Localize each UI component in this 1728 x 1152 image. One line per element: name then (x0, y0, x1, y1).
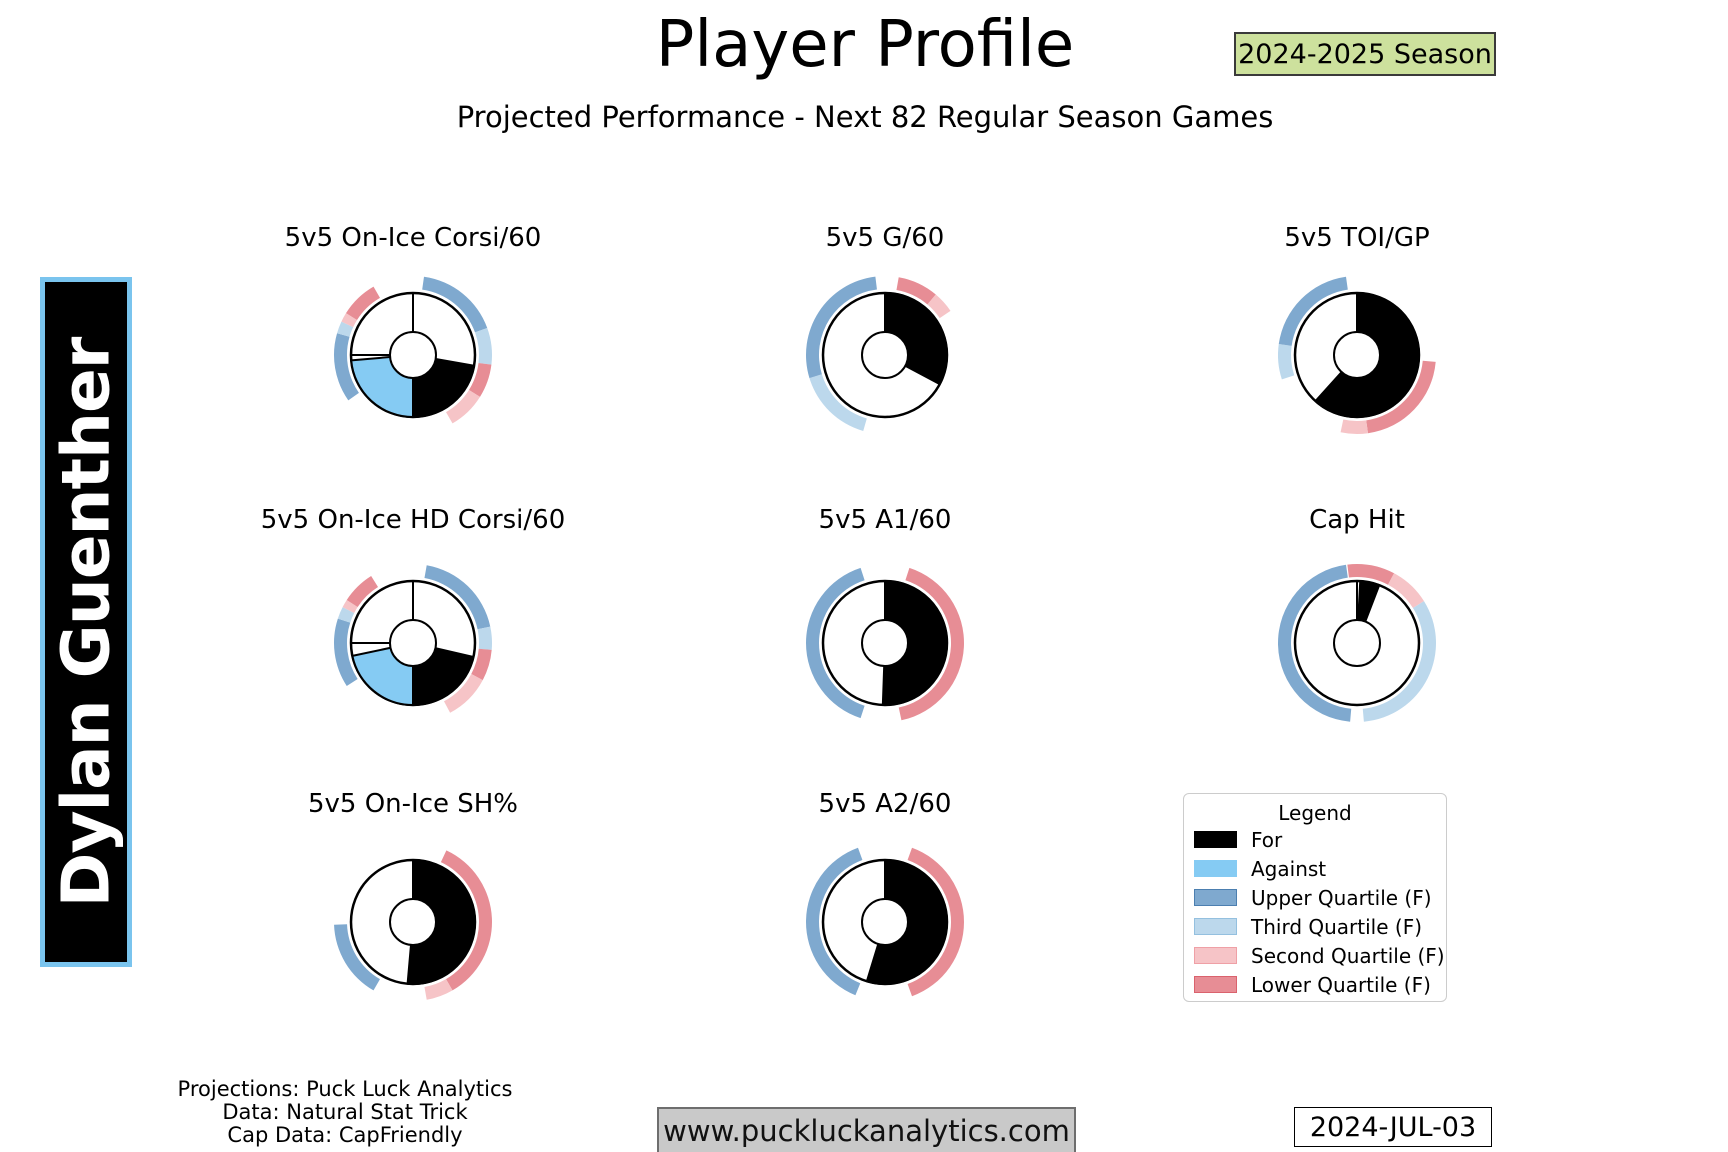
legend-item-label: Lower Quartile (F) (1251, 972, 1431, 997)
legend-item: Lower Quartile (F) (1184, 970, 1446, 999)
donut-chart (806, 847, 964, 997)
subtitle: Projected Performance - Next 82 Regular … (456, 100, 1274, 134)
legend-item-label: For (1251, 827, 1283, 852)
website-box: www.puckluckanalytics.com (657, 1107, 1076, 1152)
lower-quartile-swatch-icon (1194, 976, 1237, 993)
donut-chart (1277, 564, 1436, 722)
page-title: Player Profile (655, 8, 1075, 82)
legend: Legend For Against Upper Quartile (F) Th… (1183, 793, 1447, 1002)
chart-title: 5v5 A2/60 (818, 789, 952, 819)
donut-chart (1278, 276, 1436, 434)
credits-line: Cap Data: CapFriendly (227, 1123, 463, 1147)
date-box: 2024-JUL-03 (1294, 1107, 1492, 1147)
third-quartile-swatch-icon (1194, 918, 1237, 935)
chart-title: 5v5 TOI/GP (1284, 223, 1430, 253)
credits: Projections: Puck Luck Analytics Data: N… (145, 1078, 545, 1147)
chart-title: Cap Hit (1309, 505, 1405, 535)
credits-line: Projections: Puck Luck Analytics (177, 1077, 513, 1101)
chart-title: 5v5 On-Ice HD Corsi/60 (260, 505, 566, 535)
legend-item-label: Second Quartile (F) (1251, 943, 1445, 968)
legend-item: For (1184, 825, 1446, 854)
credits-line: Data: Natural Stat Trick (222, 1100, 468, 1124)
legend-title: Legend (1278, 801, 1352, 825)
legend-item-label: Upper Quartile (F) (1251, 885, 1432, 910)
legend-item: Second Quartile (F) (1184, 941, 1446, 970)
season-badge: 2024-2025 Season (1234, 32, 1496, 76)
legend-item-label: Third Quartile (F) (1251, 914, 1422, 939)
legend-item: Third Quartile (F) (1184, 912, 1446, 941)
for-swatch-icon (1194, 831, 1237, 848)
donut-chart (806, 276, 951, 431)
upper-quartile-swatch-icon (1194, 889, 1237, 906)
chart-title: 5v5 A1/60 (818, 505, 952, 535)
chart-title: 5v5 On-Ice SH% (307, 789, 519, 819)
donut-chart (806, 567, 964, 721)
legend-item: Upper Quartile (F) (1184, 883, 1446, 912)
donut-chart (334, 565, 492, 713)
chart-title: 5v5 On-Ice Corsi/60 (284, 223, 542, 253)
legend-item-label: Against (1251, 856, 1327, 881)
donut-chart (334, 276, 492, 424)
chart-title: 5v5 G/60 (825, 223, 945, 253)
against-swatch-icon (1194, 860, 1237, 877)
second-quartile-swatch-icon (1194, 947, 1237, 964)
legend-item: Against (1184, 854, 1446, 883)
donut-chart (334, 850, 492, 1000)
player-name: Dylan Guenther (47, 337, 125, 907)
player-name-box: Dylan Guenther (40, 277, 132, 967)
